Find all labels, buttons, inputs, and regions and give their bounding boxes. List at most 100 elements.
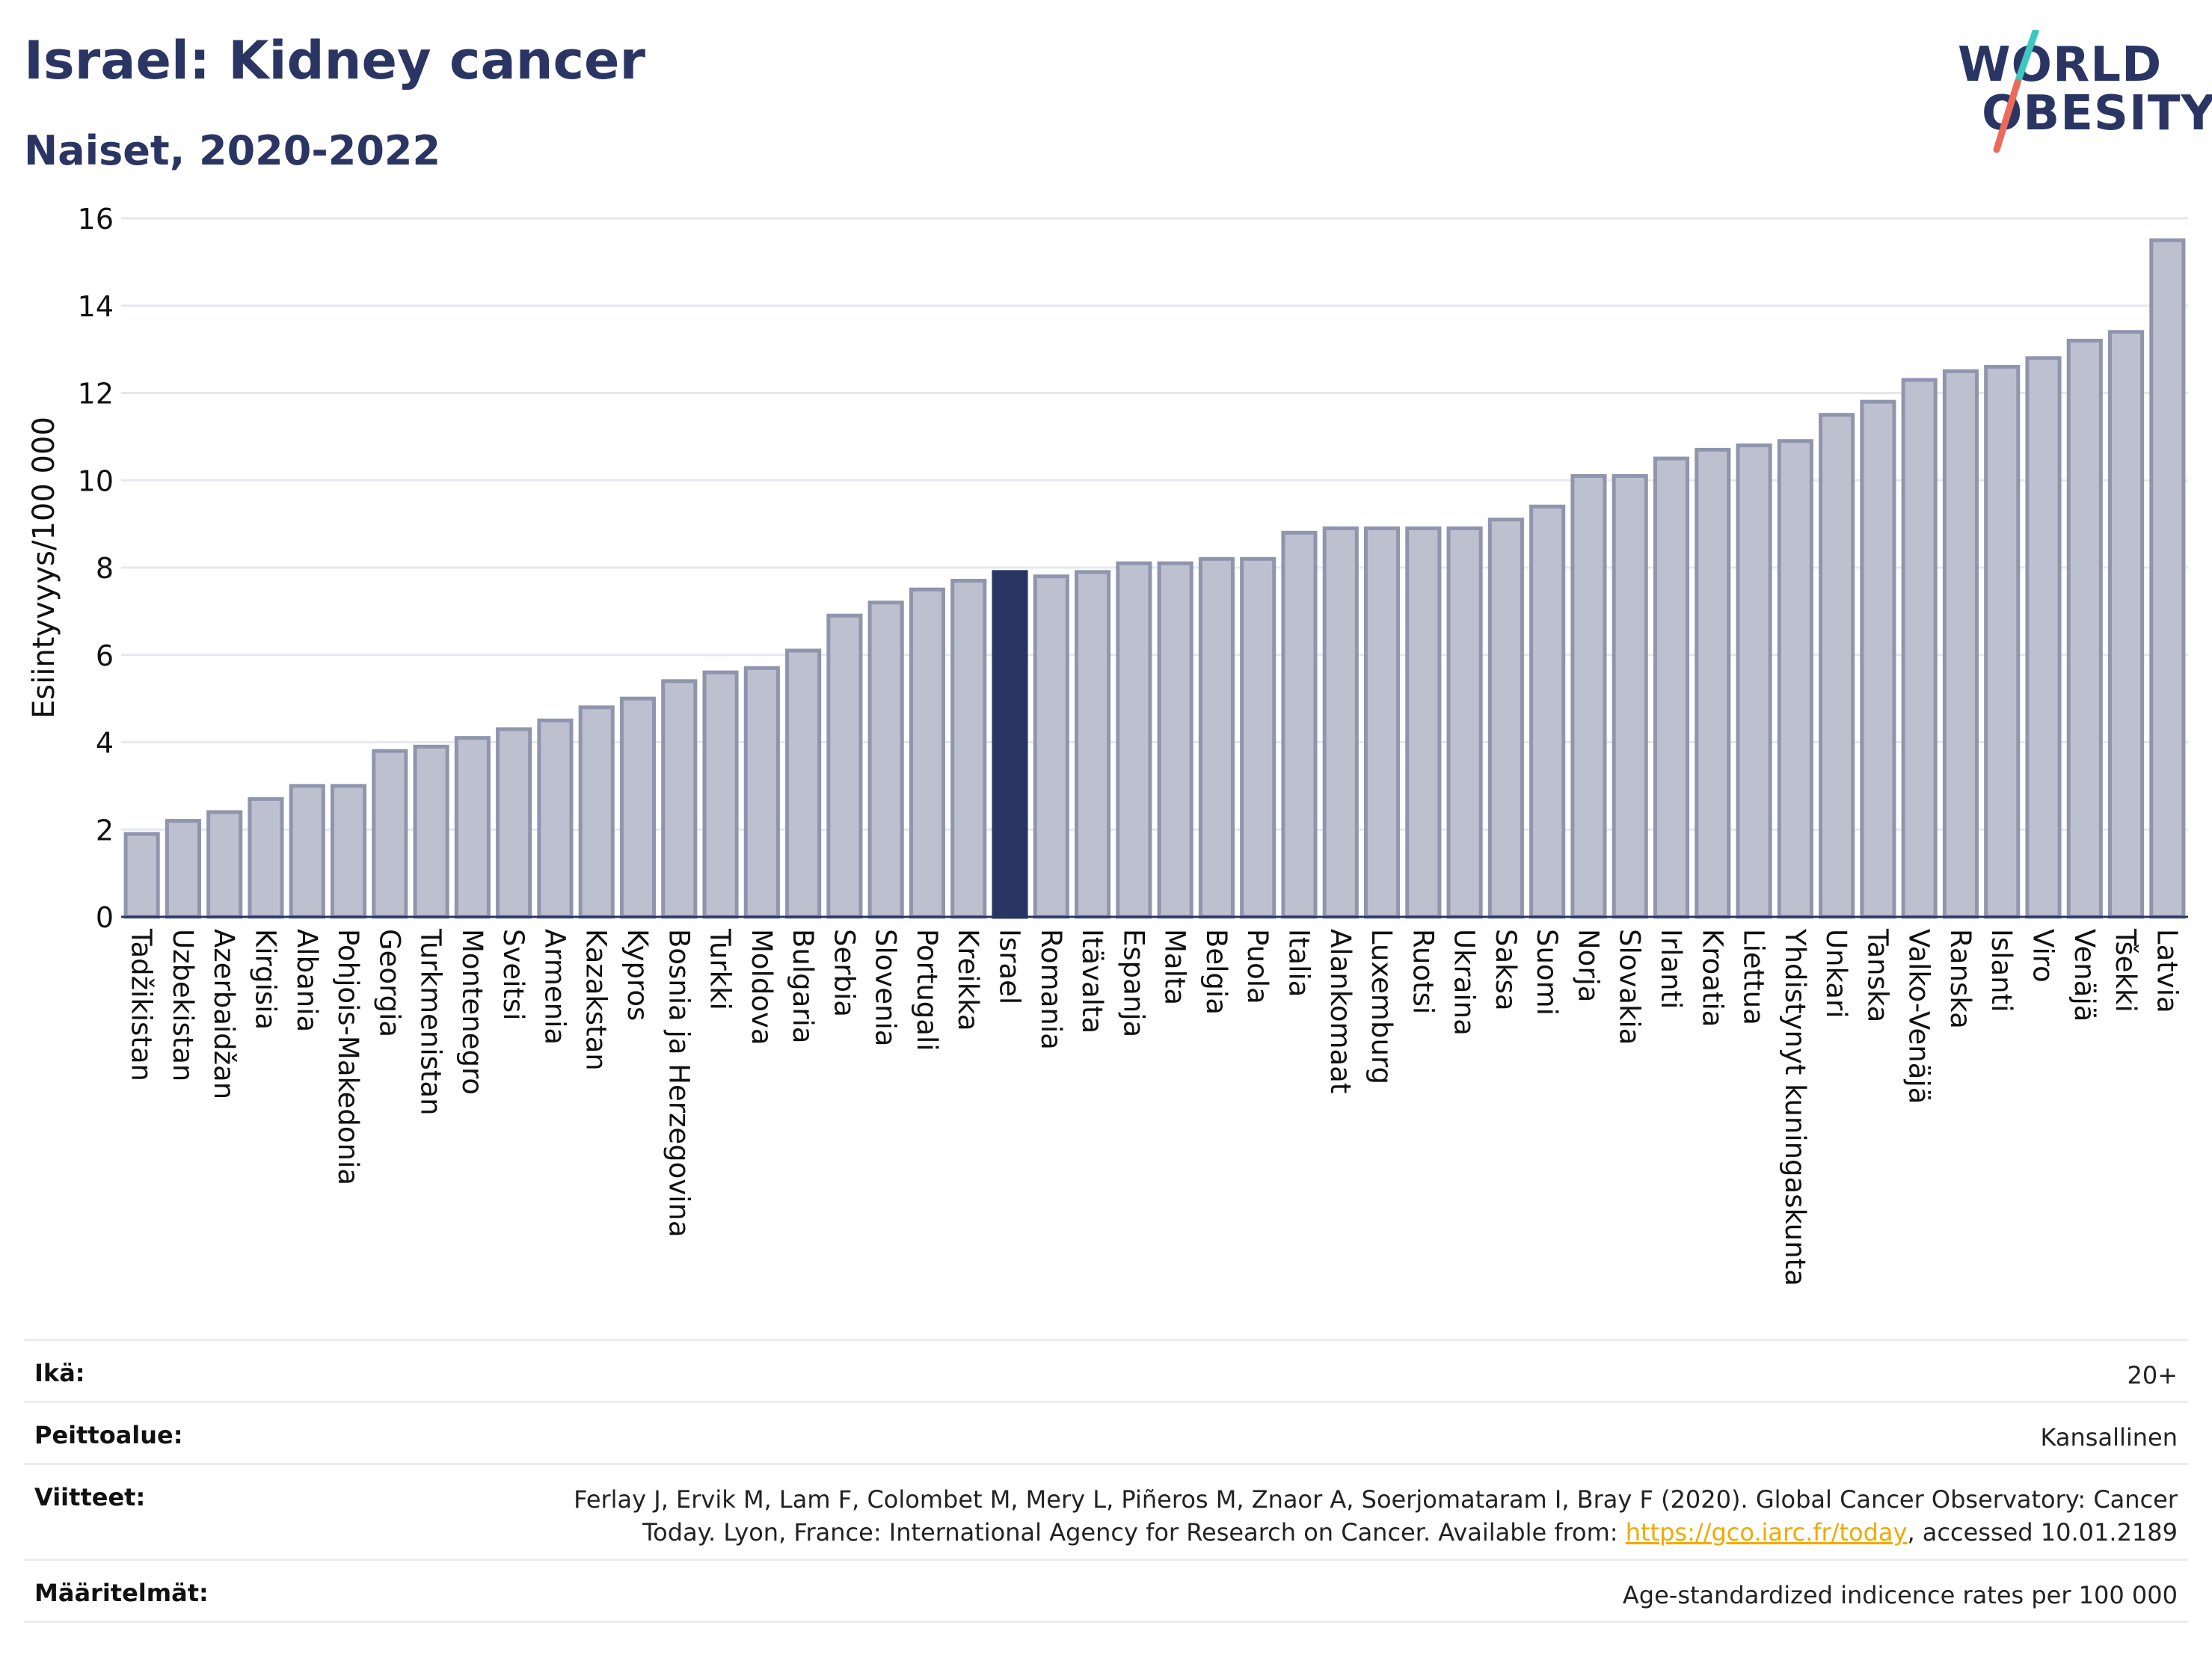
x-tick-label: Islanti — [1985, 929, 2018, 1012]
bar — [619, 696, 657, 919]
x-tick-label: Kirgisia — [249, 929, 281, 1030]
x-tick-label: Kypros — [621, 929, 654, 1021]
definitions-label: Määritelmät: — [34, 1579, 209, 1607]
y-tick-label: 0 — [96, 901, 114, 934]
bar — [785, 648, 822, 919]
bar — [1695, 447, 1731, 919]
bar — [2066, 338, 2103, 919]
x-tick-label: Azerbaidžan — [208, 929, 240, 1099]
logo-text-world: WORLD — [1958, 37, 2163, 93]
x-tick-label: Tadžikistan — [126, 928, 158, 1081]
x-tick-label: Albania — [291, 929, 323, 1032]
x-tick-label: Moldova — [746, 929, 778, 1045]
bar — [372, 749, 408, 919]
bar — [702, 670, 739, 919]
bar — [1281, 530, 1318, 919]
bar — [578, 705, 615, 919]
x-tick-label: Espanja — [1117, 929, 1149, 1037]
y-tick-label: 14 — [78, 290, 114, 323]
meta-row-coverage: Peittoalue: Kansallinen — [24, 1401, 2188, 1463]
x-tick-label: Ukraina — [1448, 929, 1481, 1036]
x-tick-label: Italia — [1282, 929, 1315, 997]
x-tick-label: Irlanti — [1655, 929, 1687, 1009]
x-tick-label: Ruotsi — [1407, 929, 1439, 1014]
x-tick-label: Romania — [1035, 929, 1067, 1050]
x-tick-label: Georgia — [373, 929, 405, 1037]
age-label: Ikä: — [34, 1359, 85, 1387]
x-tick-labels: Tadžikistan Uzbekistan Azerbaidžan Kirgisia… — [126, 928, 2184, 1286]
bar — [2025, 356, 2062, 919]
bar — [826, 613, 863, 919]
references-accessed: , accessed 10.01.2189 — [1907, 1518, 2178, 1547]
x-tick-label: Bosnia ja Herzegovina — [663, 929, 695, 1238]
references-label: Viitteet: — [34, 1483, 146, 1511]
x-tick-label: Unkari — [1820, 929, 1852, 1018]
x-tick-label: Viro — [2027, 929, 2059, 983]
bar — [1240, 556, 1276, 919]
x-tick-label: Yhdistynyt kuningaskunta — [1779, 928, 1811, 1286]
x-tick-label: Ranska — [1944, 929, 1976, 1029]
x-tick-label: Serbia — [828, 929, 860, 1017]
bar — [2149, 238, 2186, 919]
bar — [1942, 369, 1979, 919]
coverage-value: Kansallinen — [2040, 1423, 2178, 1452]
x-tick-label: Suomi — [1531, 929, 1563, 1016]
meta-row-references: Viitteet: Ferlay J, Ervik M, Lam F, Colo… — [24, 1463, 2188, 1559]
bar — [950, 579, 987, 919]
bar — [1405, 526, 1442, 919]
y-tick-label: 12 — [78, 378, 114, 411]
bar — [123, 832, 160, 919]
x-tick-label: Luxemburg — [1365, 929, 1398, 1084]
y-tick-label: 4 — [96, 727, 114, 760]
bar-highlighted — [992, 570, 1028, 919]
references-value: Ferlay J, Ervik M, Lam F, Colombet M, Me… — [574, 1483, 2178, 1549]
references-link[interactable]: https://gco.iarc.fr/today — [1625, 1518, 1908, 1547]
bar — [1653, 456, 1690, 919]
x-tick-label: Saksa — [1490, 929, 1522, 1011]
bar — [2108, 330, 2145, 919]
x-tick-label: Armenia — [538, 929, 571, 1045]
bar — [1612, 473, 1648, 919]
x-tick-label: Bulgaria — [787, 929, 819, 1043]
bar — [1777, 439, 1813, 919]
bar — [867, 601, 904, 919]
meta-row-age: Ikä: 20+ — [24, 1339, 2188, 1401]
bar — [1901, 378, 1938, 919]
x-tick-label: Kazakstan — [580, 929, 612, 1071]
y-tick-label: 8 — [96, 552, 114, 585]
x-tick-label: Liettua — [1738, 929, 1770, 1025]
x-tick-label: Kroatia — [1696, 929, 1728, 1027]
bar — [1736, 443, 1772, 919]
x-tick-label: Venäjä — [2068, 929, 2101, 1022]
x-tick-label: Slovakia — [1614, 929, 1646, 1045]
bar-chart: 0 2 4 6 8 10 12 14 16 Tadžikistan Uzbekistan Azerb… — [27, 203, 2188, 1286]
y-tick-label: 2 — [96, 814, 114, 847]
bar — [661, 679, 698, 919]
references-line-2: Today. Lyon, France: International Agenc… — [574, 1516, 2178, 1549]
x-tick-label: Tanska — [1861, 928, 1893, 1022]
bar — [1033, 574, 1069, 919]
meta-row-definitions: Määritelmät: Age-standardized indicence … — [24, 1559, 2188, 1623]
x-tick-label: Malta — [1159, 929, 1191, 1005]
bar — [1446, 526, 1483, 919]
world-obesity-logo: WORLD OBESITY — [1952, 30, 2212, 161]
bar — [1363, 526, 1401, 919]
x-tick-label: Puola — [1241, 929, 1274, 1004]
coverage-label: Peittoalue: — [34, 1421, 183, 1449]
x-tick-label: Kreikka — [952, 929, 984, 1031]
bar — [1529, 504, 1566, 919]
x-tick-label: Israel — [994, 929, 1026, 1004]
bar — [206, 810, 243, 919]
y-tick-label: 6 — [96, 639, 114, 672]
bar — [1157, 561, 1193, 919]
bar — [454, 736, 491, 919]
x-tick-label: Portugali — [911, 929, 943, 1051]
bar — [496, 727, 532, 919]
bar — [330, 784, 367, 919]
x-tick-label: Pohjois-Makedonia — [332, 929, 364, 1185]
bar — [413, 744, 449, 919]
y-tick-label: 16 — [78, 203, 114, 236]
x-tick-label: Norja — [1572, 929, 1604, 1002]
bar — [743, 666, 780, 919]
references-text: Today. Lyon, France: International Agenc… — [642, 1518, 1626, 1547]
